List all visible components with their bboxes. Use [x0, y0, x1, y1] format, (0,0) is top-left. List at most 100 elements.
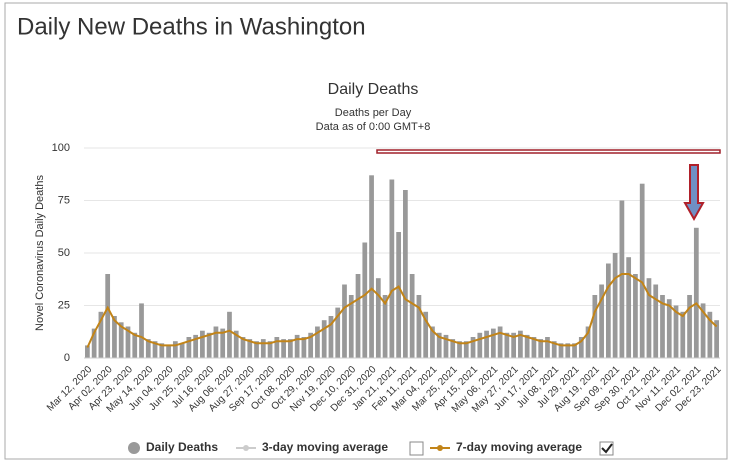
bar — [484, 330, 489, 358]
bar — [112, 316, 117, 358]
bar — [673, 305, 679, 358]
bar — [477, 332, 483, 358]
annotation-arrow — [683, 164, 705, 222]
bar — [490, 328, 496, 358]
bar — [335, 307, 341, 358]
bar — [538, 339, 544, 358]
bar — [700, 303, 706, 358]
bar — [125, 326, 131, 358]
bar — [166, 345, 171, 358]
bar — [436, 332, 442, 358]
bar — [321, 320, 327, 358]
bar — [369, 175, 374, 358]
bar — [599, 284, 604, 358]
bar — [105, 274, 111, 358]
legend-marker — [243, 445, 249, 451]
bar — [91, 328, 97, 358]
bar — [308, 332, 314, 358]
bar — [680, 311, 686, 358]
bar — [646, 278, 652, 358]
bar — [287, 339, 293, 358]
bar — [118, 322, 124, 358]
bar — [220, 328, 226, 358]
bar — [693, 227, 699, 358]
bar — [233, 330, 239, 358]
bar — [355, 274, 361, 358]
bar — [375, 278, 381, 358]
bar — [200, 330, 205, 358]
bar — [254, 341, 259, 358]
bar — [524, 334, 530, 358]
bar — [274, 337, 280, 358]
chart-subtitle: Deaths per Day — [335, 107, 412, 119]
y-tick-label: 75 — [58, 194, 70, 206]
bar — [281, 339, 286, 358]
bar — [511, 332, 517, 358]
bar — [409, 274, 415, 358]
bar — [132, 332, 138, 358]
bar — [145, 339, 151, 358]
bar — [294, 334, 300, 358]
bar — [240, 337, 246, 358]
page-title: Daily New Deaths in Washington — [17, 13, 366, 40]
checkbox[interactable] — [409, 441, 424, 456]
legend-label: 7-day moving average — [456, 440, 582, 454]
checkbox[interactable] — [599, 441, 614, 456]
bar — [423, 311, 429, 358]
bar — [315, 326, 320, 358]
bar — [342, 284, 347, 358]
bar — [85, 345, 90, 358]
bar — [139, 303, 144, 358]
bar — [179, 343, 185, 358]
y-tick-label: 50 — [58, 247, 70, 259]
bar — [159, 343, 165, 358]
bar — [348, 295, 354, 358]
bar — [605, 263, 611, 358]
bar — [98, 311, 104, 358]
bar — [619, 200, 625, 358]
y-tick-label: 25 — [58, 299, 70, 311]
bar — [518, 330, 523, 358]
bar — [545, 337, 550, 358]
bar — [612, 253, 618, 358]
bar — [328, 316, 334, 358]
bar — [193, 334, 199, 358]
legend-label: 3-day moving average — [262, 440, 388, 454]
bar — [504, 332, 510, 358]
legend: Daily Deaths 3-day moving average 7-day mo… — [128, 440, 614, 456]
bar — [578, 337, 584, 358]
bar — [457, 341, 462, 358]
bar — [152, 341, 158, 358]
y-tick-label: 0 — [64, 352, 70, 364]
y-axis-label: Novel Coronavirus Daily Deaths — [34, 175, 46, 331]
bar — [463, 341, 469, 358]
bar — [206, 332, 212, 358]
bar — [389, 179, 395, 358]
bar — [551, 341, 557, 358]
bar — [666, 299, 672, 358]
moving-average-line — [86, 273, 718, 348]
bar — [430, 326, 435, 358]
annotation-line — [376, 149, 721, 154]
legend-label: Daily Deaths — [146, 440, 218, 454]
bar — [267, 341, 273, 358]
bar — [186, 337, 192, 358]
bar — [660, 295, 665, 358]
bar — [450, 339, 456, 358]
bar — [362, 242, 368, 358]
bar — [558, 343, 564, 358]
bar — [247, 339, 253, 358]
bar — [585, 326, 591, 358]
bar — [626, 257, 632, 358]
bar — [443, 334, 449, 358]
bar — [213, 326, 219, 358]
bar — [633, 274, 638, 358]
bar — [416, 295, 422, 358]
bar — [687, 295, 692, 358]
legend-marker — [437, 445, 443, 451]
bar — [403, 190, 408, 358]
legend-marker — [128, 442, 140, 454]
bar — [565, 343, 571, 358]
